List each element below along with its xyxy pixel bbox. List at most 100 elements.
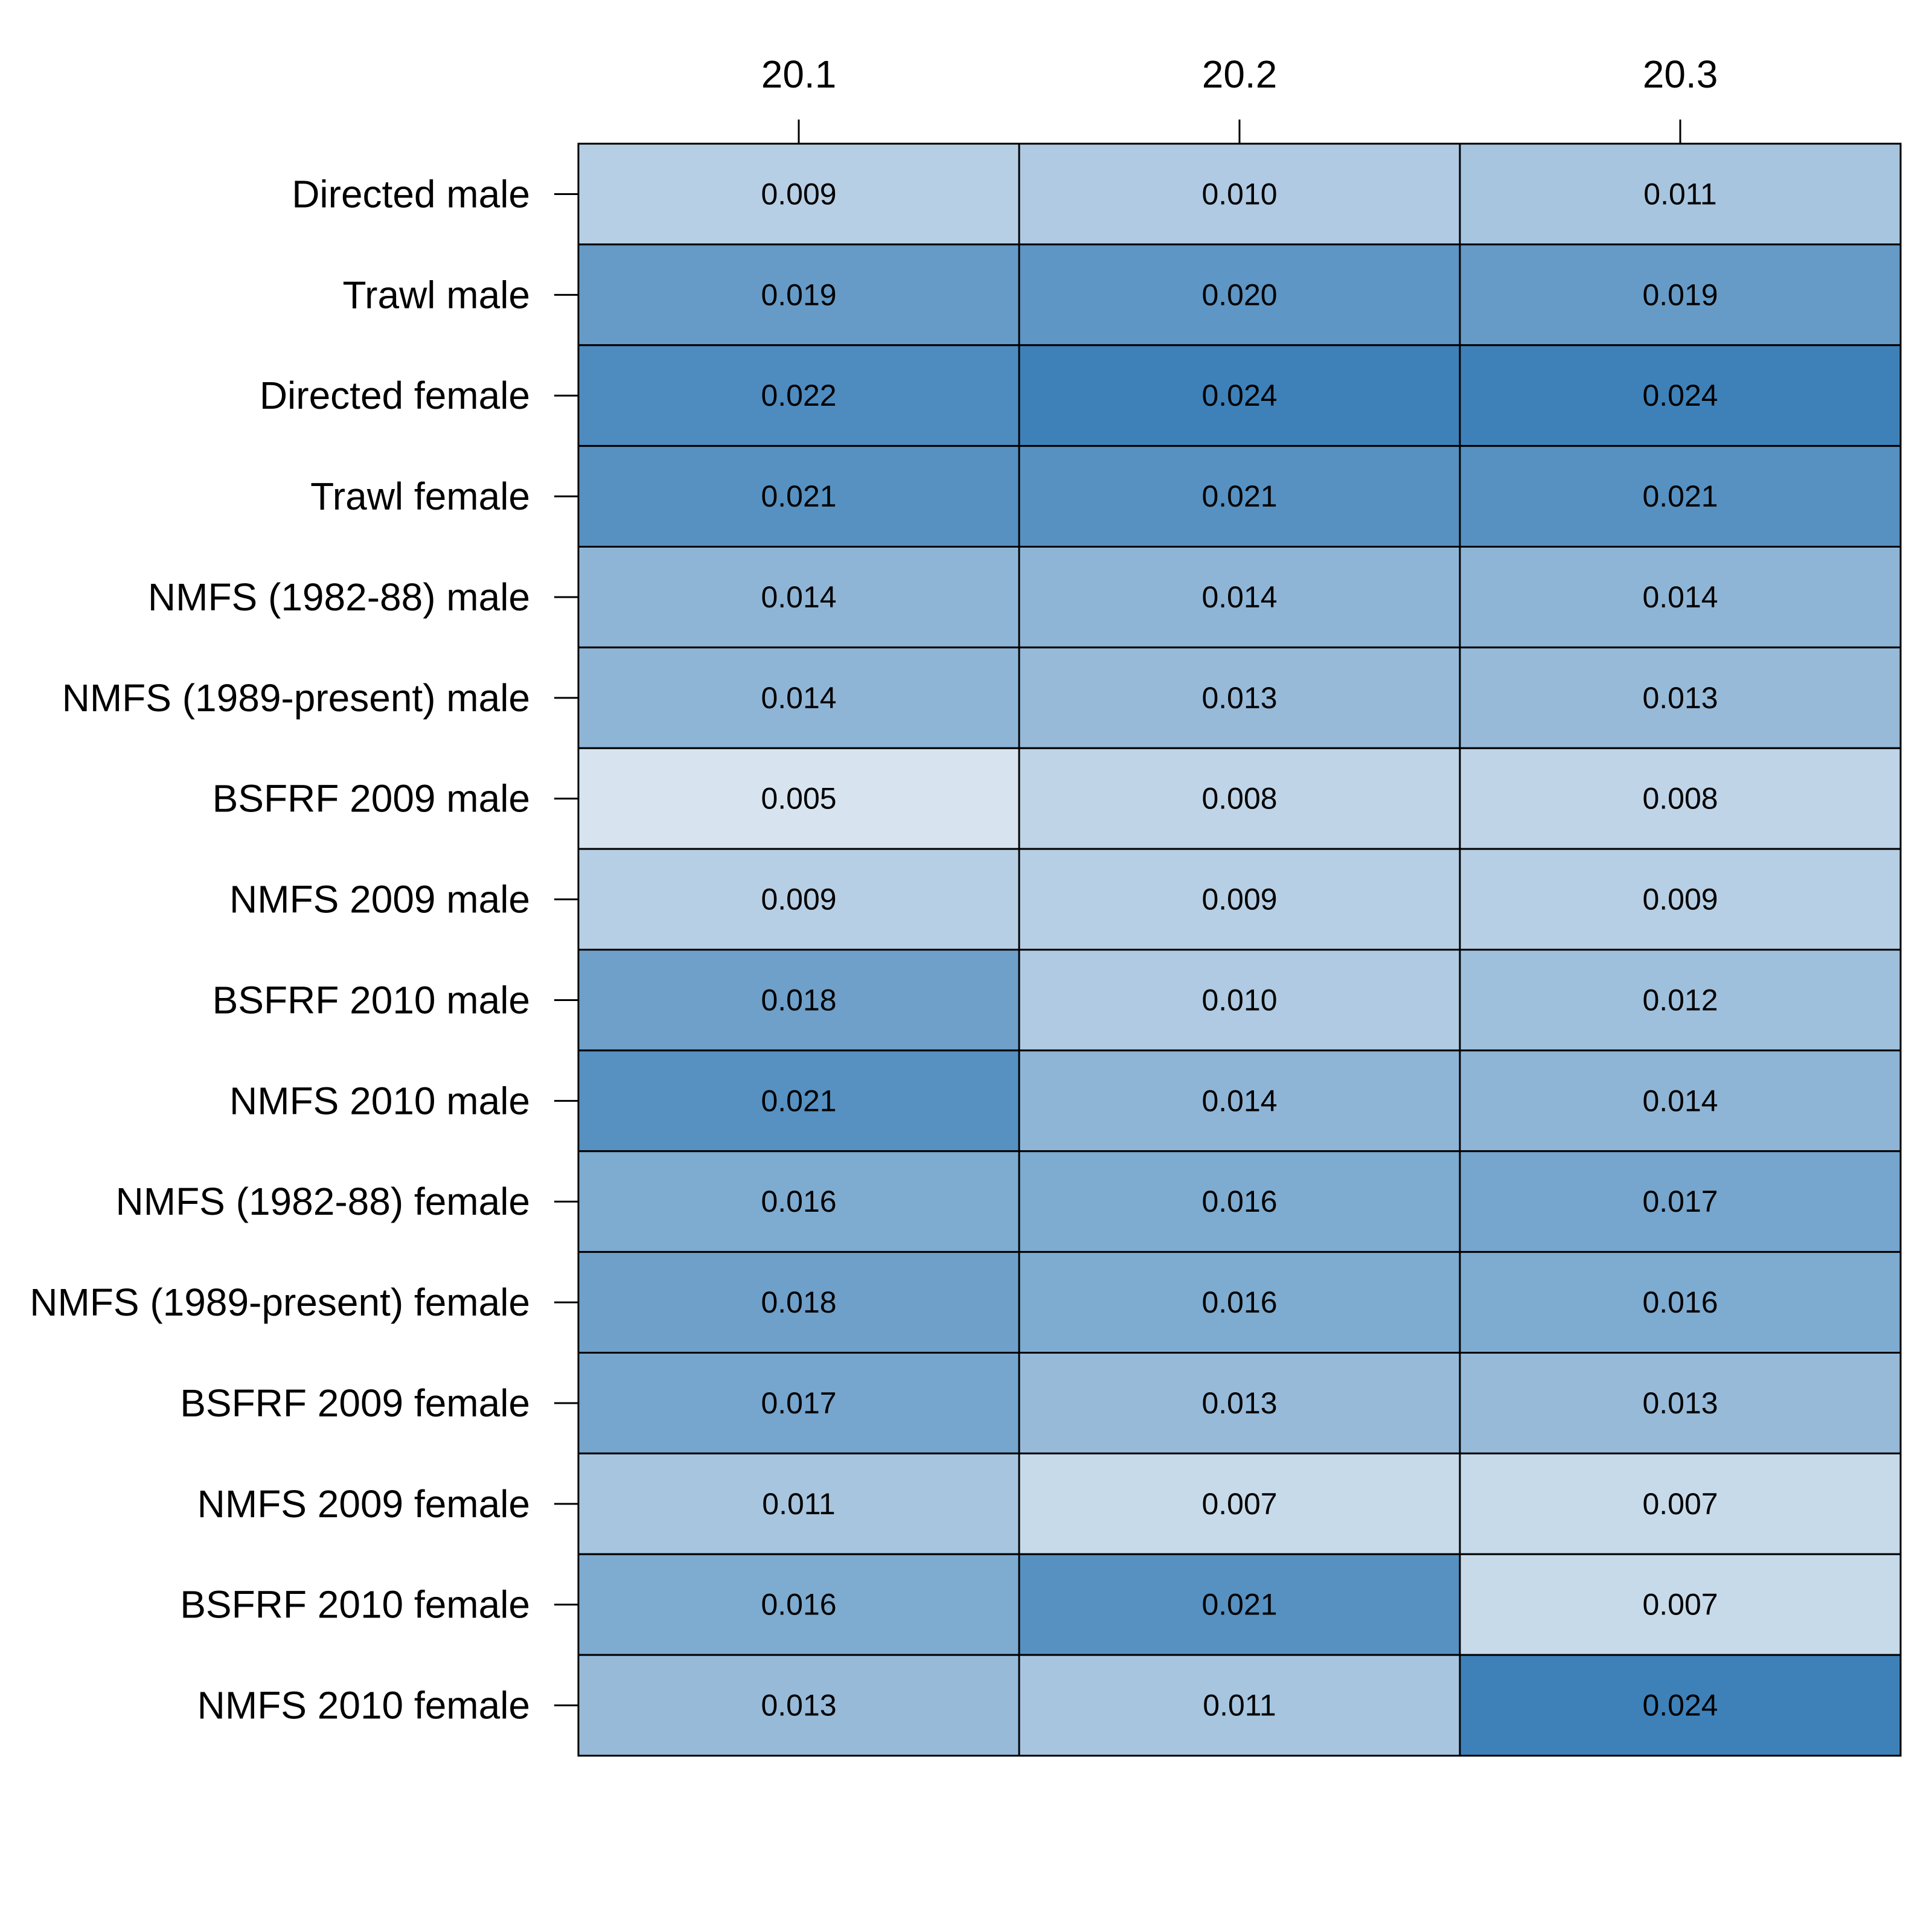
heatmap-cell: [1018, 142, 1461, 246]
cell-value-label: 0.017: [761, 1386, 836, 1420]
heatmap-cell: [1018, 243, 1461, 347]
cell-value-label: 0.013: [1201, 681, 1277, 715]
cell-value-label: 0.016: [1201, 1285, 1277, 1319]
plot-frame: [577, 142, 1902, 1757]
heatmap-cell: [1459, 445, 1902, 548]
cell-value-label: 0.013: [761, 1689, 836, 1722]
row-label: BSFRF 2010 male: [213, 978, 530, 1022]
row-label: NMFS 2010 female: [197, 1684, 530, 1727]
cell-value-label: 0.016: [761, 1588, 836, 1622]
cell-value-label: 0.014: [1201, 580, 1277, 614]
heatmap-cell: [1459, 646, 1902, 749]
cell-value-label: 0.016: [1201, 1185, 1277, 1218]
heatmap-cell: [1459, 1553, 1902, 1656]
cell-value-label: 0.018: [761, 983, 836, 1017]
cell-value-label: 0.007: [1642, 1487, 1718, 1521]
cell-value-label: 0.019: [1642, 278, 1718, 312]
cell-value-label: 0.021: [1201, 479, 1277, 513]
cell-value-label: 0.013: [1642, 1386, 1718, 1420]
cell-value-label: 0.008: [1642, 782, 1718, 816]
cell-value-label: 0.013: [1642, 681, 1718, 715]
heatmap-cell: [577, 142, 1020, 246]
row-label: NMFS (1982-88) female: [116, 1180, 530, 1223]
heatmap-cell: [1018, 848, 1461, 951]
row-axis: Directed male Trawl male Directed female Tr…: [30, 172, 578, 1727]
heatmap-cell: [1459, 1452, 1902, 1555]
row-label: NMFS (1989-present) female: [30, 1281, 530, 1324]
cell-value-label: 0.010: [1201, 177, 1277, 211]
cell-value-label: 0.024: [1642, 379, 1718, 412]
cell-value-label: 0.011: [1643, 177, 1716, 211]
row-label: NMFS 2010 male: [229, 1079, 530, 1122]
heatmap-cell: [1018, 344, 1461, 447]
cell-value-label: 0.013: [1201, 1386, 1277, 1420]
cell-value-label: 0.011: [762, 1487, 835, 1521]
cell-value-label: 0.016: [761, 1185, 836, 1218]
row-label: BSFRF 2010 female: [180, 1583, 530, 1627]
column-label: 20.3: [1643, 53, 1718, 96]
heatmap-cell: [1459, 243, 1902, 347]
cell-value-label: 0.014: [1642, 1084, 1718, 1118]
heatmap-cell: [577, 1452, 1020, 1555]
row-label: Directed female: [260, 374, 530, 417]
cell-value-label: 0.009: [1642, 883, 1718, 916]
cell-value-label: 0.024: [1642, 1689, 1718, 1722]
row-label: Trawl female: [310, 475, 530, 518]
cell-value-label: 0.020: [1201, 278, 1277, 312]
heatmap-cell: [577, 747, 1020, 850]
cell-value-label: 0.012: [1642, 983, 1718, 1017]
column-axis: 20.1 20.2 20.3: [761, 53, 1718, 144]
heatmap-cell: [1459, 1352, 1902, 1454]
heatmap-cell: [1459, 1251, 1902, 1354]
cell-value-label: 0.005: [761, 782, 836, 816]
cell-value-label: 0.009: [1201, 883, 1277, 916]
cell-value-label: 0.021: [761, 1084, 836, 1118]
heatmap-cell: [577, 948, 1020, 1052]
heatmap-cell: [1459, 948, 1902, 1052]
column-label: 20.2: [1202, 53, 1278, 96]
cell-value-label: 0.018: [761, 1285, 836, 1319]
cell-value-label: 0.014: [761, 681, 836, 715]
cell-value-label: 0.009: [761, 883, 836, 916]
cell-value-label: 0.021: [761, 479, 836, 513]
cell-value-label: 0.007: [1201, 1487, 1277, 1521]
heatmap-cell: [1018, 1049, 1461, 1153]
row-label: NMFS 2009 female: [197, 1482, 530, 1526]
cell-value-label: 0.014: [761, 580, 836, 614]
heatmap-cell: [1018, 646, 1461, 749]
cell-value-label: 0.022: [761, 379, 836, 412]
cell-value-label: 0.014: [1642, 580, 1718, 614]
cell-value-label: 0.021: [1201, 1588, 1277, 1622]
column-label: 20.1: [761, 53, 837, 96]
cell-value-label: 0.014: [1201, 1084, 1277, 1118]
heatmap-cell: [577, 848, 1020, 951]
row-label: NMFS 2009 male: [229, 878, 530, 921]
row-label: BSFRF 2009 male: [213, 777, 530, 820]
cell-value-label: 0.021: [1642, 479, 1718, 513]
cell-value-label: 0.017: [1642, 1185, 1718, 1218]
heatmap-cell: [1018, 1654, 1461, 1757]
heatmap-cell: [577, 1150, 1020, 1253]
heatmap-cell: [577, 243, 1020, 347]
heatmap-cell: [1018, 1352, 1461, 1454]
heatmap-cell: [1459, 1654, 1902, 1757]
cell-value-label: 0.019: [761, 278, 836, 312]
cell-value-label: 0.009: [761, 177, 836, 211]
heatmap-cell: [577, 1654, 1020, 1757]
heatmap-cell: [1018, 546, 1461, 648]
cell-value-label: 0.007: [1642, 1588, 1718, 1622]
heatmap-cell: [1459, 747, 1902, 850]
heatmap-cell: [577, 1553, 1020, 1656]
cell-value-label: 0.024: [1201, 379, 1277, 412]
heatmap-cell: [1459, 546, 1902, 648]
cell-value-label: 0.016: [1642, 1285, 1718, 1319]
heatmap-cell: [1018, 1251, 1461, 1354]
heatmap-cell: [577, 1049, 1020, 1153]
row-label: NMFS (1989-present) male: [62, 676, 530, 720]
heatmap-cell: [1018, 747, 1461, 850]
row-label: NMFS (1982-88) male: [148, 575, 530, 619]
row-label: Trawl male: [342, 273, 530, 316]
heatmap-cells: 0.009 0.010 0.011 0.019 0.020 0.019 0.022 0.024…: [577, 142, 1902, 1757]
cell-value-label: 0.010: [1201, 983, 1277, 1017]
